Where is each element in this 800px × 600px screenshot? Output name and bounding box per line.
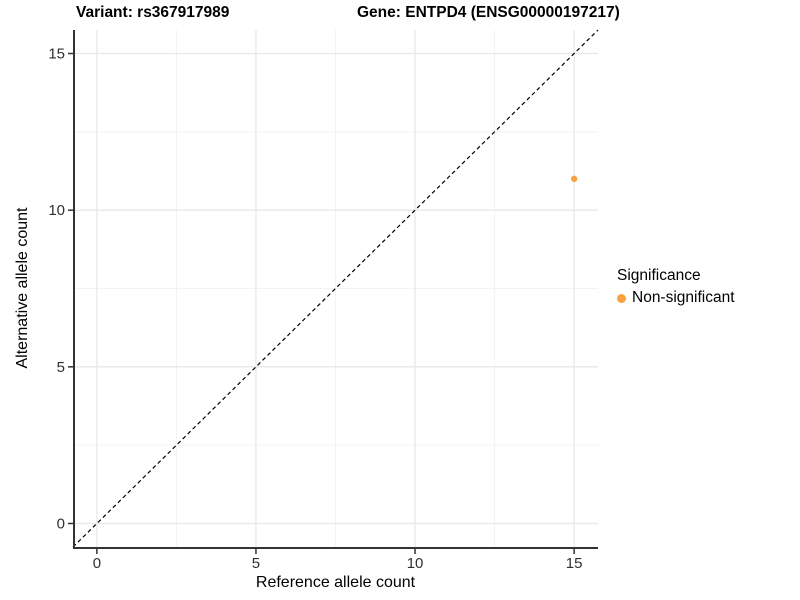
legend-entry: Non-significant xyxy=(617,289,735,307)
y-tick-label: 15 xyxy=(48,46,65,63)
legend: Significance Non-significant xyxy=(617,267,735,307)
gene-title: Gene: ENTPD4 (ENSG00000197217) xyxy=(357,4,620,21)
x-tick-label: 0 xyxy=(93,555,101,572)
x-tick-label: 10 xyxy=(407,555,424,572)
identity-line xyxy=(72,29,599,548)
y-tick-label: 5 xyxy=(57,359,65,376)
y-axis-title: Alternative allele count xyxy=(14,207,31,369)
variant-title: Variant: rs367917989 xyxy=(76,4,230,21)
x-tick-label: 15 xyxy=(566,555,583,572)
x-axis-title: Reference allele count xyxy=(255,574,416,591)
y-tick-label: 10 xyxy=(48,202,65,219)
data-point xyxy=(570,175,578,183)
legend-entry-label: Non-significant xyxy=(632,289,735,306)
y-tick-label: 0 xyxy=(57,516,65,533)
legend-title: Significance xyxy=(617,267,701,284)
legend-point-icon xyxy=(617,293,626,303)
x-tick-label: 5 xyxy=(252,555,260,572)
